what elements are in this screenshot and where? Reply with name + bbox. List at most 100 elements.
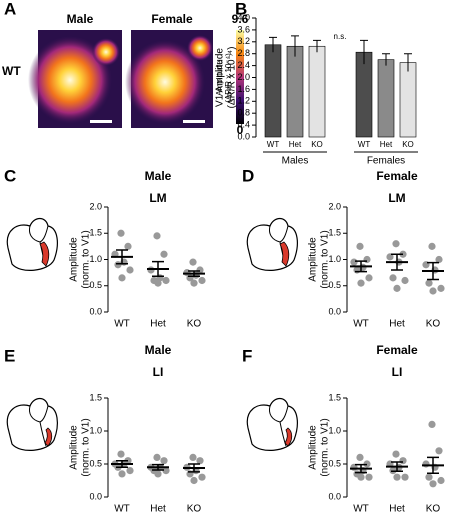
data-point — [153, 453, 161, 461]
data-point — [392, 240, 400, 248]
error-bar — [382, 53, 390, 66]
y-axis-label: (ΔR/R x 10⁻⁴) — [227, 47, 238, 109]
x-tick-label: WT — [353, 504, 369, 514]
panel-letter: C — [4, 166, 16, 185]
x-tick-label: KO — [187, 319, 202, 330]
chart-title: Male — [145, 343, 172, 357]
error-bar — [355, 463, 367, 474]
data-point — [357, 473, 365, 481]
data-point — [353, 266, 361, 274]
chart-title: Female — [376, 169, 418, 183]
error-bar — [291, 35, 299, 57]
y-axis-label: (norm. to V1) — [81, 418, 92, 476]
data-point — [196, 457, 204, 465]
y-tick-label: 0.0 — [89, 306, 102, 316]
data-point — [117, 229, 125, 237]
data-point — [190, 476, 198, 485]
error-bar — [391, 253, 403, 271]
x-tick-label: WT — [358, 140, 371, 149]
chart-title: Male — [145, 169, 172, 183]
y-tick-label: 2.4 — [237, 60, 250, 70]
error-bar — [152, 260, 164, 278]
y-tick-label: 1.0 — [89, 425, 102, 435]
data-point — [190, 279, 198, 287]
chart-subtitle: LI — [392, 365, 403, 379]
data-point — [189, 258, 197, 266]
data-point — [154, 279, 162, 287]
heatmap-blob — [28, 36, 112, 124]
panel-letter: A — [4, 0, 16, 18]
y-tick-label: 0.0 — [89, 491, 102, 501]
error-bar — [188, 270, 200, 278]
error-bar — [313, 39, 321, 53]
data-point — [401, 276, 409, 285]
error-bar — [152, 463, 164, 471]
data-point — [160, 457, 168, 465]
y-tick-label: 0.0 — [237, 131, 250, 141]
y-tick-label: 0.0 — [328, 306, 341, 316]
data-point — [435, 255, 443, 264]
data-point — [162, 276, 170, 285]
data-point — [365, 274, 373, 282]
y-tick-label: 1.0 — [89, 254, 102, 264]
error-bar — [391, 461, 403, 473]
y-tick-label: 3.2 — [237, 36, 250, 46]
x-tick-label: KO — [187, 504, 202, 514]
x-tick-label: WT — [353, 319, 369, 330]
y-axis-label: Amplitude — [69, 237, 80, 282]
y-tick-label: 1.5 — [328, 228, 341, 238]
data-point — [389, 274, 397, 282]
heatmap-blob — [125, 40, 205, 124]
data-point — [401, 473, 409, 481]
data-point — [393, 284, 401, 292]
heatmap-blob — [187, 35, 213, 61]
y-axis-label: (norm. to V1) — [81, 230, 92, 288]
y-tick-label: 0.5 — [89, 458, 102, 468]
data-point — [437, 476, 445, 485]
data-point — [118, 470, 126, 478]
y-tick-label: 0.4 — [237, 119, 250, 129]
data-point — [118, 274, 126, 282]
data-point — [428, 420, 436, 428]
x-tick-label: Het — [289, 140, 302, 149]
data-point — [124, 242, 132, 250]
y-axis-label: (norm. to V1) — [320, 418, 331, 476]
bar — [399, 62, 417, 138]
data-point — [126, 467, 134, 475]
colorbar-min: 0 — [237, 123, 244, 137]
x-tick-label: KO — [426, 319, 441, 330]
heatmap-blob — [92, 38, 120, 66]
x-tick-label: Het — [150, 504, 166, 514]
bar — [308, 45, 326, 138]
data-point — [392, 450, 400, 458]
error-bar — [404, 53, 412, 72]
data-point — [425, 473, 433, 481]
colorbar-max: 9.6 — [232, 12, 249, 26]
y-tick-label: 1.5 — [328, 392, 341, 402]
data-point — [147, 266, 155, 274]
data-point — [350, 258, 358, 266]
x-tick-label: Het — [380, 140, 393, 149]
error-bar — [355, 260, 367, 273]
x-tick-label: KO — [311, 140, 323, 149]
annotation: n.s. — [334, 32, 347, 41]
data-point — [357, 279, 365, 287]
data-point — [198, 473, 206, 481]
data-point — [425, 279, 433, 287]
data-point — [154, 470, 162, 478]
x-tick-label: Het — [389, 504, 405, 514]
panel-letter: E — [4, 346, 15, 365]
data-point — [126, 266, 134, 274]
y-tick-label: 1.0 — [328, 254, 341, 264]
y-tick-label: 0.8 — [237, 108, 250, 118]
y-axis-label: Amplitude — [308, 237, 319, 282]
data-point — [437, 284, 445, 292]
scale-bar — [183, 120, 205, 123]
error-bar — [116, 459, 128, 469]
group-label: Females — [367, 156, 405, 167]
bar — [355, 51, 373, 138]
y-tick-label: 3.6 — [237, 24, 250, 34]
data-point — [393, 473, 401, 481]
y-tick-label: 2.0 — [328, 201, 341, 211]
data-point — [429, 480, 437, 488]
